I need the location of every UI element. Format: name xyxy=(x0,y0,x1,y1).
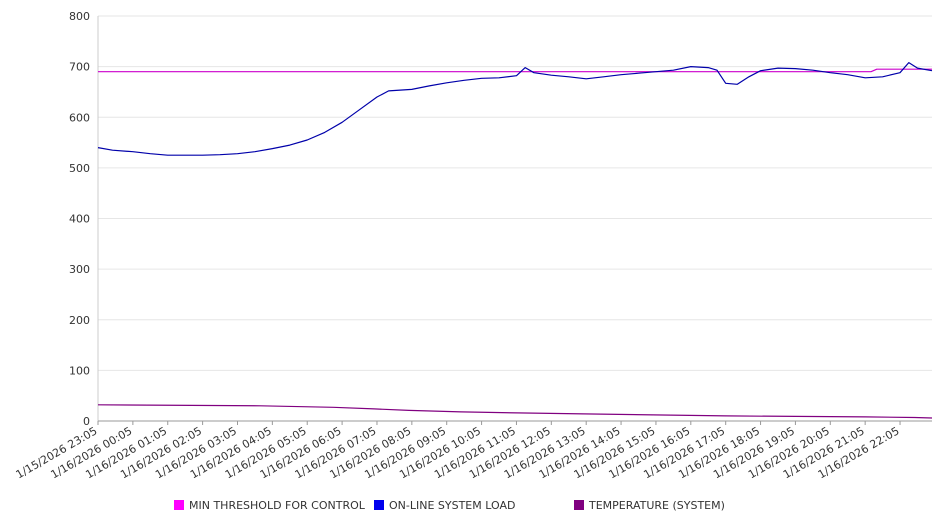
series-line-temperature xyxy=(97,404,933,419)
y-tick-label: 200 xyxy=(69,314,90,327)
y-tick-label: 700 xyxy=(69,61,90,74)
legend-label-temperature: TEMPERATURE (SYSTEM) xyxy=(589,498,725,512)
y-tick-label: 300 xyxy=(69,263,90,276)
y-tick-label: 600 xyxy=(69,111,90,124)
y-tick-label: 400 xyxy=(69,213,90,226)
legend-swatch-system-load xyxy=(374,500,384,510)
legend-label-system-load: ON-LINE SYSTEM LOAD xyxy=(389,498,516,512)
legend-label-min-threshold: MIN THRESHOLD FOR CONTROL xyxy=(189,498,365,512)
y-tick-label: 500 xyxy=(69,162,90,175)
y-tick-label: 0 xyxy=(83,415,90,428)
legend-swatch-min-threshold xyxy=(174,500,184,510)
legend-item-temperature[interactable]: TEMPERATURE (SYSTEM) xyxy=(574,497,725,513)
series-line-min-threshold xyxy=(98,68,932,73)
y-tick-label: 100 xyxy=(69,364,90,377)
y-tick-label: 800 xyxy=(69,10,90,23)
legend-swatch-temperature xyxy=(574,500,584,510)
chart-legend: MIN THRESHOLD FOR CONTROL ON-LINE SYSTEM… xyxy=(0,497,946,515)
legend-item-system-load[interactable]: ON-LINE SYSTEM LOAD xyxy=(374,497,515,513)
legend-item-min-threshold[interactable]: MIN THRESHOLD FOR CONTROL xyxy=(174,497,365,513)
series-line-system-load xyxy=(97,61,933,156)
